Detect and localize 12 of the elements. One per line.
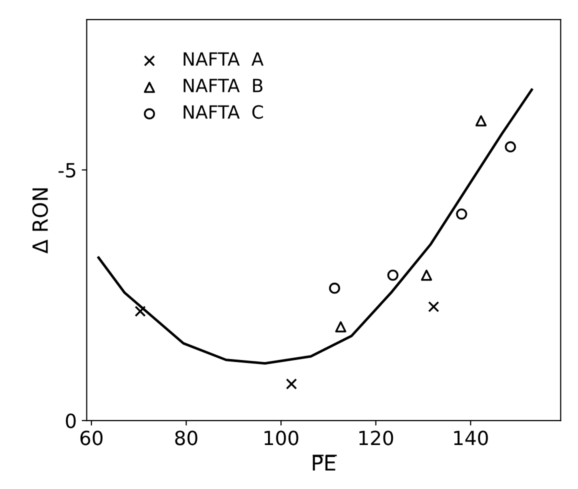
x-tick-label: 140 [454,430,488,446]
x-tick-label: 120 [359,430,394,446]
x-tick-label: 80 [175,430,198,446]
y-tick-label: 0 [66,413,76,428]
x-tick-label: 100 [264,430,298,446]
x-axis-title: P̅E̅ [312,454,337,470]
x-tick-label: 60 [80,430,103,446]
y-axis-title: Δ RON [32,188,48,254]
legend-label: NAFTA B [184,78,262,92]
y-tick-label: -5 [58,163,76,178]
legend-label: NAFTA C [184,105,263,119]
legend-label: NAFTA A [184,52,264,66]
